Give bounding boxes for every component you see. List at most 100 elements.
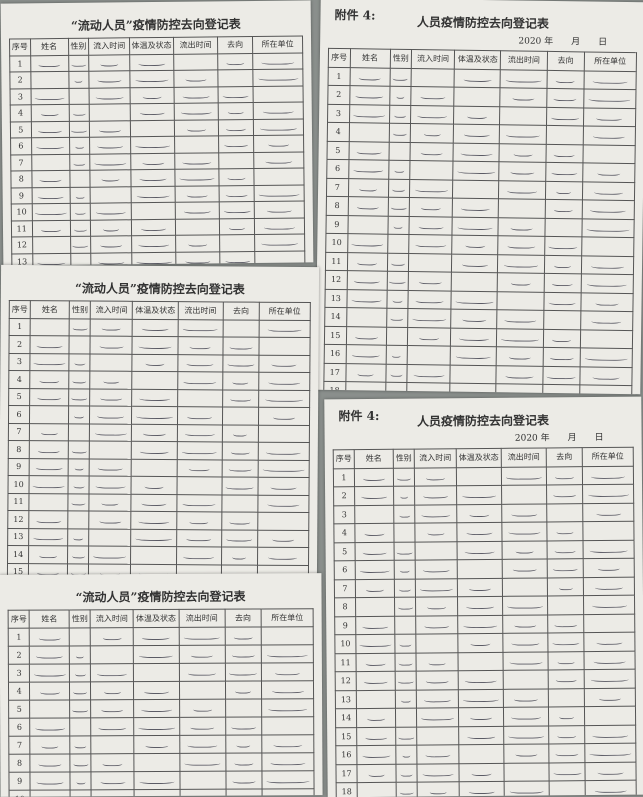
header-cell: 流出时间	[174, 37, 218, 54]
cell	[583, 144, 636, 163]
cell	[175, 185, 219, 202]
cell	[130, 54, 174, 71]
cell	[30, 736, 70, 754]
cell	[253, 52, 303, 69]
cell	[498, 217, 544, 236]
handwriting	[506, 473, 541, 479]
cell	[91, 236, 132, 253]
cell	[69, 406, 90, 424]
cell	[179, 699, 225, 717]
handwriting	[419, 334, 439, 340]
handwriting	[399, 659, 413, 665]
table-row: 13	[12, 250, 305, 265]
cell	[457, 522, 502, 541]
handwriting	[138, 518, 169, 524]
cell	[262, 699, 314, 717]
cell	[547, 559, 583, 578]
handwriting	[467, 529, 492, 535]
cell	[68, 493, 89, 511]
cell	[416, 708, 458, 727]
table-row: 14	[8, 545, 309, 565]
cell	[407, 364, 450, 383]
row-number-cell: 4	[10, 105, 31, 122]
cell	[395, 671, 416, 690]
cell	[69, 170, 90, 187]
handwriting	[232, 652, 255, 658]
handwriting	[186, 257, 210, 263]
handwriting	[553, 95, 576, 101]
handwriting	[189, 518, 208, 524]
cell	[133, 627, 179, 645]
handwriting	[187, 742, 217, 748]
cell	[179, 645, 225, 663]
handwriting	[267, 207, 292, 213]
handwriting	[40, 110, 59, 116]
cell	[70, 220, 91, 237]
header-cell: 流入时间	[89, 38, 130, 55]
row-number-cell: 1	[8, 628, 29, 646]
handwriting	[514, 621, 536, 627]
handwriting	[598, 769, 624, 775]
cell	[177, 372, 222, 390]
cell	[548, 688, 584, 707]
handwriting	[74, 670, 85, 676]
handwriting	[357, 259, 377, 265]
cell	[395, 708, 416, 727]
handwriting	[398, 678, 414, 684]
cell	[497, 310, 543, 329]
handwriting	[74, 360, 85, 366]
handwriting	[352, 351, 380, 357]
handwriting	[41, 743, 58, 749]
handwriting	[596, 510, 621, 516]
cell	[547, 70, 584, 89]
cell	[394, 542, 415, 561]
handwriting	[461, 149, 493, 155]
cell	[219, 152, 254, 169]
handwriting	[424, 696, 452, 702]
cell	[504, 744, 549, 763]
handwriting	[95, 93, 124, 99]
cell	[347, 234, 387, 253]
cell	[222, 494, 258, 512]
handwriting	[511, 510, 538, 516]
handwriting	[96, 209, 125, 215]
handwriting	[595, 299, 618, 305]
cell	[132, 389, 177, 407]
cell	[457, 596, 502, 615]
cell	[585, 725, 636, 744]
cell	[31, 137, 69, 154]
header-cell: 所在单位	[259, 302, 310, 320]
handwriting	[592, 373, 619, 379]
cell	[458, 615, 503, 634]
cell	[29, 511, 68, 529]
cell	[70, 236, 91, 253]
cell	[416, 671, 458, 690]
header-cell: 序号	[9, 300, 30, 318]
cell	[90, 153, 131, 170]
handwriting	[462, 696, 499, 702]
header-cell: 流出时间	[501, 51, 547, 70]
handwriting	[464, 131, 490, 137]
row-number-cell: 3	[334, 505, 355, 524]
handwriting	[93, 552, 126, 558]
cell	[29, 423, 68, 441]
cell	[417, 763, 459, 782]
cell	[502, 503, 547, 522]
cell	[548, 614, 584, 633]
handwriting	[389, 389, 403, 394]
cell	[68, 55, 89, 72]
cell	[345, 382, 385, 395]
handwriting	[423, 567, 450, 573]
handwriting	[188, 465, 210, 471]
row-number-cell: 13	[325, 289, 347, 308]
handwriting	[99, 517, 121, 523]
cell	[254, 201, 304, 218]
cell	[131, 546, 176, 564]
handwriting	[73, 760, 88, 766]
handwriting	[471, 770, 491, 776]
cell	[218, 69, 253, 86]
row-number-cell: 12	[325, 270, 347, 289]
cell	[222, 442, 258, 460]
handwriting	[261, 240, 299, 246]
handwriting	[142, 634, 170, 640]
